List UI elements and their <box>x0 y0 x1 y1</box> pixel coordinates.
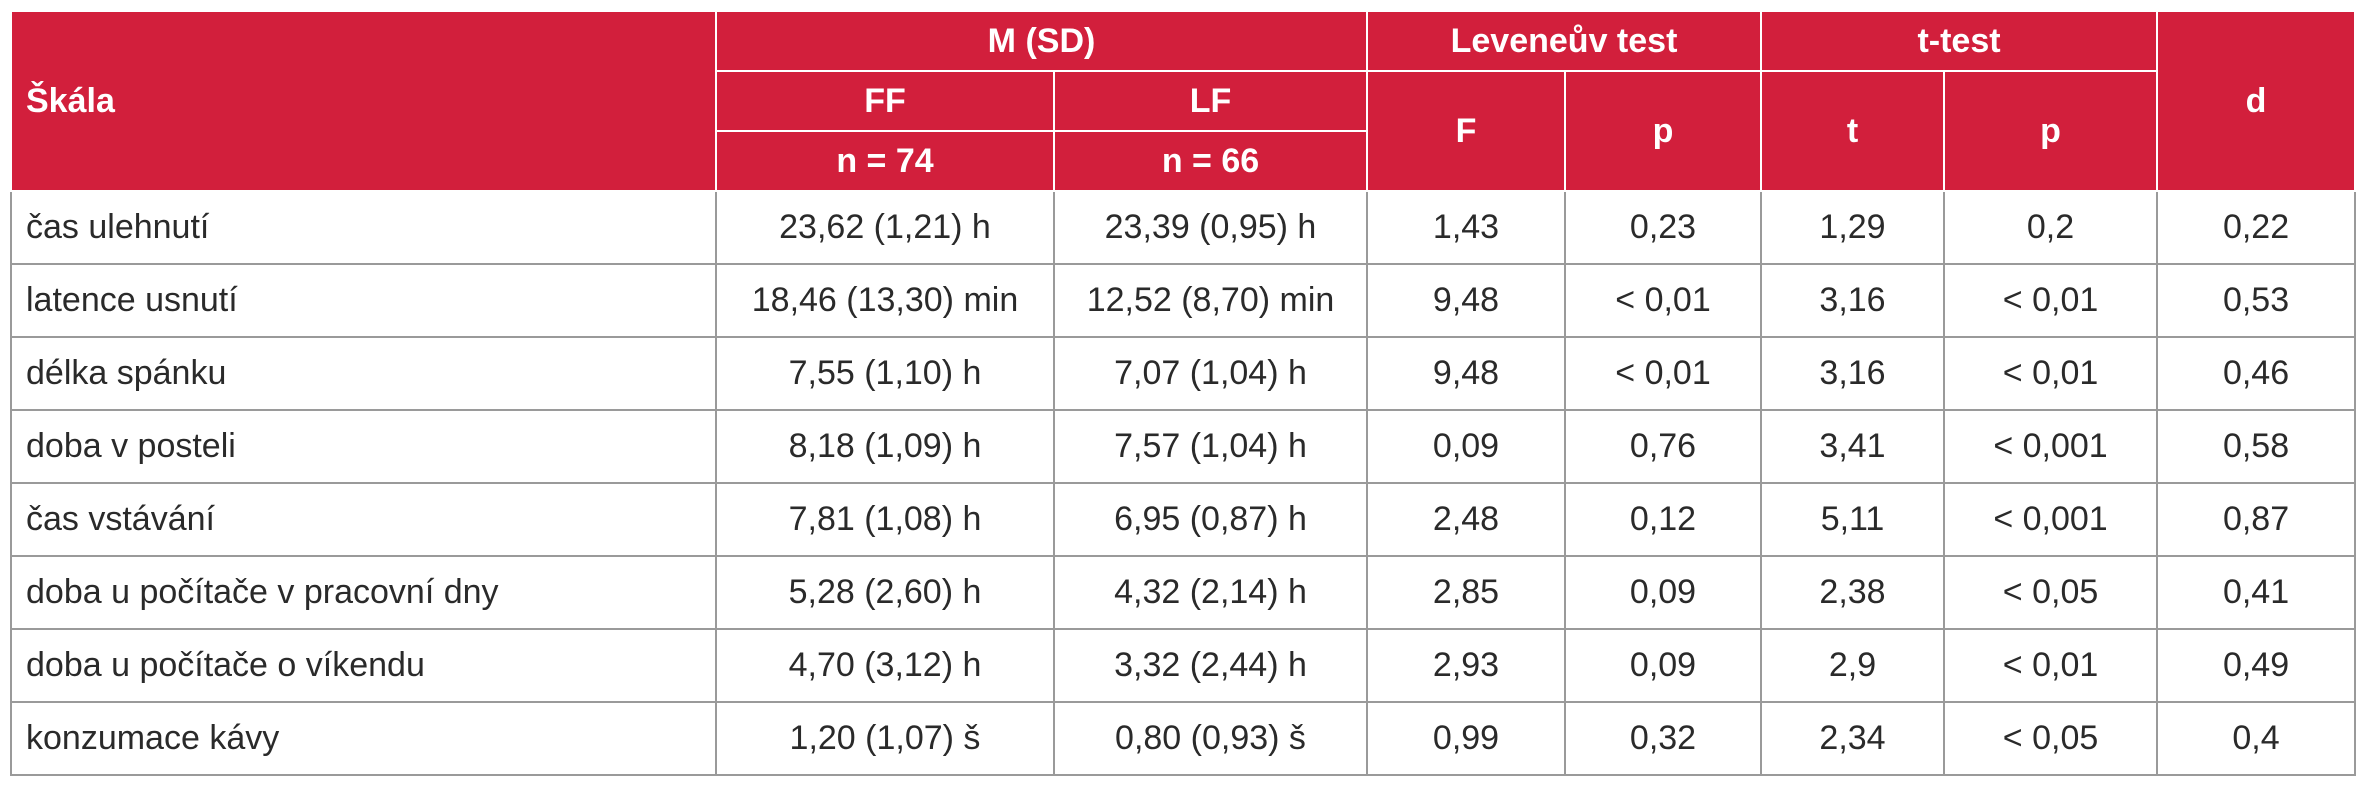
header-ff: FF <box>715 70 1055 132</box>
cell-d: 0,58 <box>2156 409 2356 484</box>
cell-ff: 18,46 (13,30) min <box>715 263 1055 338</box>
header-d: d <box>2156 10 2356 192</box>
cell-f: 0,09 <box>1366 409 1566 484</box>
table-row: délka spánku 7,55 (1,10) h 7,07 (1,04) h… <box>10 336 2356 411</box>
cell-d: 0,87 <box>2156 482 2356 557</box>
cell-t: 1,29 <box>1760 190 1946 265</box>
cell-p-levene: < 0,01 <box>1563 336 1763 411</box>
cell-f: 2,48 <box>1366 482 1566 557</box>
table-row: čas ulehnutí 23,62 (1,21) h 23,39 (0,95)… <box>10 190 2356 265</box>
cell-ff: 4,70 (3,12) h <box>715 628 1055 703</box>
cell-ff: 23,62 (1,21) h <box>715 190 1055 265</box>
cell-d: 0,53 <box>2156 263 2356 338</box>
table-body: čas ulehnutí 23,62 (1,21) h 23,39 (0,95)… <box>10 190 2356 776</box>
header-levene: Leveneův test <box>1365 10 1763 72</box>
table-row: latence usnutí 18,46 (13,30) min 12,52 (… <box>10 263 2356 338</box>
cell-t: 5,11 <box>1760 482 1946 557</box>
cell-skala: čas vstávání <box>10 482 717 557</box>
header-n-lf: n = 66 <box>1053 130 1368 192</box>
cell-lf: 0,80 (0,93) š <box>1053 701 1368 776</box>
cell-t: 2,38 <box>1760 555 1946 630</box>
results-table: Škála M (SD) Leveneův test t-test d FF L… <box>10 10 2356 776</box>
cell-p-levene: 0,12 <box>1563 482 1763 557</box>
cell-lf: 7,07 (1,04) h <box>1053 336 1368 411</box>
cell-lf: 7,57 (1,04) h <box>1053 409 1368 484</box>
header-skala: Škála <box>10 10 717 192</box>
cell-skala: latence usnutí <box>10 263 717 338</box>
cell-skala: konzumace kávy <box>10 701 717 776</box>
header-msd: M (SD) <box>715 10 1368 72</box>
cell-lf: 4,32 (2,14) h <box>1053 555 1368 630</box>
cell-lf: 6,95 (0,87) h <box>1053 482 1368 557</box>
cell-d: 0,4 <box>2156 701 2356 776</box>
cell-p-ttest: < 0,001 <box>1943 482 2159 557</box>
cell-p-ttest: < 0,01 <box>1943 336 2159 411</box>
cell-p-ttest: < 0,01 <box>1943 263 2159 338</box>
cell-p-ttest: < 0,01 <box>1943 628 2159 703</box>
header-n-ff: n = 74 <box>715 130 1055 192</box>
table-row: čas vstávání 7,81 (1,08) h 6,95 (0,87) h… <box>10 482 2356 557</box>
cell-p-ttest: < 0,001 <box>1943 409 2159 484</box>
cell-t: 3,16 <box>1760 336 1946 411</box>
table-row: konzumace kávy 1,20 (1,07) š 0,80 (0,93)… <box>10 701 2356 776</box>
cell-f: 1,43 <box>1366 190 1566 265</box>
cell-skala: délka spánku <box>10 336 717 411</box>
cell-t: 2,9 <box>1760 628 1946 703</box>
cell-d: 0,41 <box>2156 555 2356 630</box>
header-lf: LF <box>1053 70 1368 132</box>
cell-ff: 8,18 (1,09) h <box>715 409 1055 484</box>
table-row: doba u počítače v pracovní dny 5,28 (2,6… <box>10 555 2356 630</box>
cell-f: 0,99 <box>1366 701 1566 776</box>
cell-t: 3,16 <box>1760 263 1946 338</box>
cell-ff: 5,28 (2,60) h <box>715 555 1055 630</box>
header-ttest: t-test <box>1760 10 2159 72</box>
cell-d: 0,22 <box>2156 190 2356 265</box>
cell-ff: 7,81 (1,08) h <box>715 482 1055 557</box>
cell-d: 0,49 <box>2156 628 2356 703</box>
header-row-1: Škála M (SD) Leveneův test t-test d <box>10 10 2356 192</box>
cell-f: 9,48 <box>1366 263 1566 338</box>
header-row-3: n = 74 n = 66 <box>11 130 2355 192</box>
cell-skala: čas ulehnutí <box>10 190 717 265</box>
cell-ff: 7,55 (1,10) h <box>715 336 1055 411</box>
header-t: t <box>1760 70 1946 192</box>
cell-ff: 1,20 (1,07) š <box>715 701 1055 776</box>
cell-p-levene: 0,23 <box>1563 190 1763 265</box>
header-row-2: FF LF F p t p <box>11 70 2355 192</box>
table-header: Škála M (SD) Leveneův test t-test d FF L… <box>10 10 2356 192</box>
cell-p-levene: 0,09 <box>1563 555 1763 630</box>
table-row: doba v posteli 8,18 (1,09) h 7,57 (1,04)… <box>10 409 2356 484</box>
cell-skala: doba u počítače o víkendu <box>10 628 717 703</box>
cell-f: 2,93 <box>1366 628 1566 703</box>
cell-t: 3,41 <box>1760 409 1946 484</box>
cell-p-levene: 0,32 <box>1563 701 1763 776</box>
header-f: F <box>1366 70 1566 192</box>
cell-p-levene: 0,09 <box>1563 628 1763 703</box>
cell-t: 2,34 <box>1760 701 1946 776</box>
cell-p-levene: 0,76 <box>1563 409 1763 484</box>
cell-skala: doba v posteli <box>10 409 717 484</box>
cell-lf: 23,39 (0,95) h <box>1053 190 1368 265</box>
cell-d: 0,46 <box>2156 336 2356 411</box>
cell-p-ttest: < 0,05 <box>1943 555 2159 630</box>
cell-lf: 3,32 (2,44) h <box>1053 628 1368 703</box>
header-p-ttest: p <box>1943 70 2159 192</box>
cell-p-levene: < 0,01 <box>1563 263 1763 338</box>
header-p-levene: p <box>1563 70 1763 192</box>
cell-lf: 12,52 (8,70) min <box>1053 263 1368 338</box>
cell-p-ttest: < 0,05 <box>1943 701 2159 776</box>
cell-f: 2,85 <box>1366 555 1566 630</box>
cell-f: 9,48 <box>1366 336 1566 411</box>
cell-skala: doba u počítače v pracovní dny <box>10 555 717 630</box>
table-row: doba u počítače o víkendu 4,70 (3,12) h … <box>10 628 2356 703</box>
cell-p-ttest: 0,2 <box>1943 190 2159 265</box>
